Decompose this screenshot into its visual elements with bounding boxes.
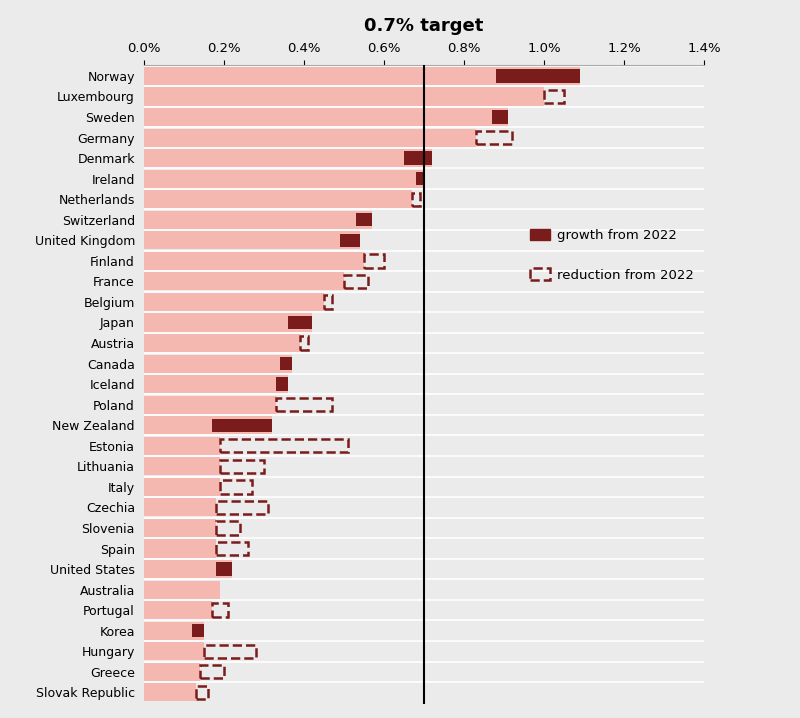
Bar <box>144 272 344 291</box>
Bar <box>412 192 420 206</box>
Bar <box>212 603 228 617</box>
Bar <box>144 642 204 661</box>
Bar <box>144 684 196 701</box>
Bar <box>144 169 424 187</box>
Bar <box>276 398 332 411</box>
Bar <box>144 519 216 537</box>
Bar <box>220 480 252 493</box>
Bar <box>144 190 412 208</box>
Bar <box>196 686 208 699</box>
Legend: growth from 2022, reduction from 2022: growth from 2022, reduction from 2022 <box>526 225 698 286</box>
Bar <box>144 663 200 681</box>
Bar <box>144 67 580 85</box>
Bar <box>144 355 292 373</box>
Bar <box>416 172 424 185</box>
Bar <box>280 357 292 370</box>
Bar <box>144 477 220 496</box>
Bar <box>200 665 224 679</box>
Bar <box>276 378 288 391</box>
Bar <box>144 129 476 146</box>
Bar <box>220 460 264 473</box>
Bar <box>364 254 384 268</box>
Bar <box>144 293 324 311</box>
Bar <box>144 539 216 558</box>
Bar <box>544 90 564 103</box>
Bar <box>144 396 276 414</box>
Bar <box>496 69 580 83</box>
Bar <box>144 375 288 393</box>
Bar <box>144 601 212 619</box>
Bar <box>144 108 508 126</box>
Bar <box>144 334 300 352</box>
Bar <box>356 213 372 226</box>
Bar <box>144 416 272 434</box>
Bar <box>144 622 204 640</box>
Bar <box>340 233 360 247</box>
Bar <box>324 295 332 309</box>
Bar <box>144 314 312 332</box>
Bar <box>204 645 256 658</box>
Bar <box>144 581 220 599</box>
Bar <box>404 151 432 165</box>
Bar <box>192 624 204 638</box>
Bar <box>492 111 508 123</box>
Bar <box>144 560 232 578</box>
Bar <box>476 131 512 144</box>
Bar <box>216 521 240 535</box>
Bar <box>216 500 268 514</box>
Bar <box>344 275 368 288</box>
Bar <box>144 88 544 106</box>
Title: 0.7% target: 0.7% target <box>364 17 484 34</box>
Bar <box>216 562 232 576</box>
Bar <box>144 231 360 249</box>
Bar <box>300 336 308 350</box>
Bar <box>144 457 220 475</box>
Bar <box>144 252 364 270</box>
Bar <box>288 316 312 329</box>
Bar <box>144 437 220 454</box>
Bar <box>144 498 216 516</box>
Bar <box>212 419 272 432</box>
Bar <box>220 439 348 452</box>
Bar <box>144 149 432 167</box>
Bar <box>216 542 248 555</box>
Bar <box>144 210 372 229</box>
